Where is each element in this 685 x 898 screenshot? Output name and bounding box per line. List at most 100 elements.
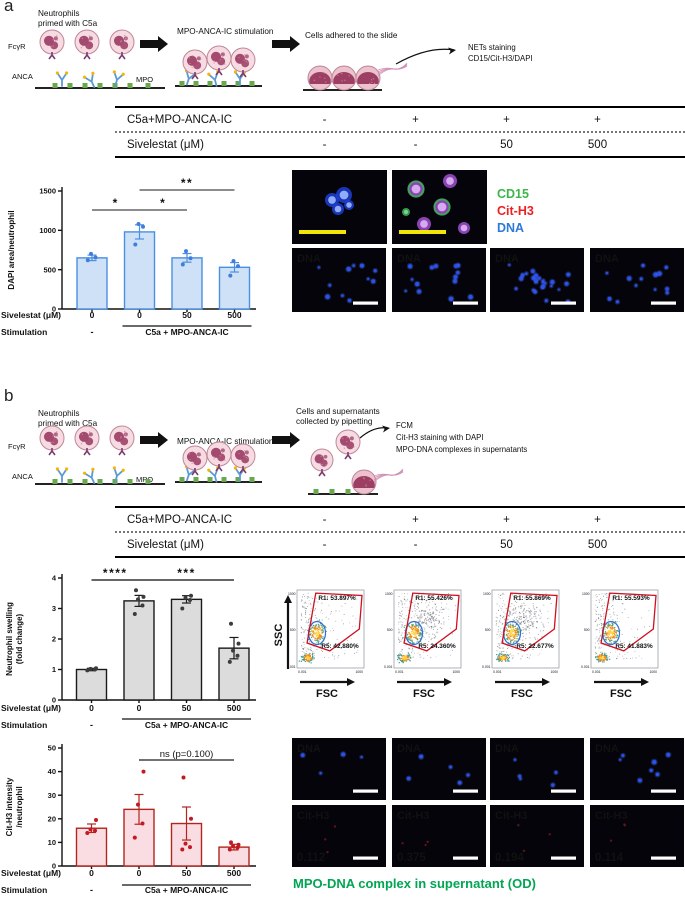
condition-value: - <box>413 538 418 551</box>
dna-dot <box>328 283 332 287</box>
data-point <box>94 666 98 671</box>
dna-dot <box>410 278 414 281</box>
dna-image-label: DNA <box>297 743 321 755</box>
x-tick-label: 500 <box>227 703 241 713</box>
condition-value: + <box>594 513 601 526</box>
cith3-dot <box>424 843 427 847</box>
anca-antibody <box>112 466 125 483</box>
fcm-y-tick: 0.001 <box>384 665 393 669</box>
fcyr-receptor <box>118 448 126 456</box>
x-tick-label: 0 <box>137 310 142 320</box>
data-point <box>140 821 145 826</box>
dna-dot <box>416 289 422 294</box>
dna-dot <box>621 753 625 758</box>
bar <box>218 266 251 310</box>
od-value: 0.194 <box>495 852 524 864</box>
dna-dot <box>607 296 612 301</box>
dna-dot <box>615 300 620 304</box>
x-tick-label: 0 <box>89 868 94 878</box>
condition-value: + <box>503 513 510 526</box>
dna-dot <box>456 270 460 275</box>
dna-image: DNA <box>392 738 486 800</box>
dna-dot <box>371 279 376 284</box>
fcyr-receptor <box>239 466 247 474</box>
error-bar <box>182 806 191 841</box>
fcyr-receptor <box>48 448 56 456</box>
dna-dot <box>325 294 330 300</box>
schematic-drawing <box>35 425 404 495</box>
data-point <box>93 828 97 833</box>
r5-gate-label: R5: 22.677% <box>516 643 554 650</box>
significance-label: * <box>160 196 166 210</box>
fcyr-receptor <box>83 52 91 60</box>
dna-dot <box>541 284 546 288</box>
step3-title: Cells adhered to the slide <box>305 31 398 40</box>
y-tick-label: 1500 <box>39 187 56 196</box>
dna-dot <box>513 758 517 761</box>
condition-value: + <box>412 513 419 526</box>
r1-gate-label: R1: 53.897% <box>318 595 356 602</box>
data-point <box>229 840 233 845</box>
y-tick-label: 0 <box>52 305 56 314</box>
y-tick-label: 0 <box>52 696 56 705</box>
fcm-scatter-dots <box>298 592 359 664</box>
step1-title: Neutrophils <box>38 9 79 18</box>
dna-dot <box>550 279 555 285</box>
legend-cith3: Cit-H3 <box>497 204 534 218</box>
cell-blob <box>402 208 410 216</box>
x-row2-label: Stimulation <box>1 327 47 337</box>
dna-dot <box>533 273 539 278</box>
data-point <box>236 264 240 269</box>
dna-dot <box>605 271 609 275</box>
scale-bar <box>299 230 346 234</box>
data-point <box>235 653 240 658</box>
data-point <box>93 255 98 260</box>
step3-title: Cells and supernatants <box>296 407 380 416</box>
dna-dot <box>634 284 638 287</box>
schematic-drawing <box>35 29 456 91</box>
net-fibers <box>377 62 408 77</box>
scale-bar <box>551 856 576 860</box>
data-point <box>136 222 141 227</box>
r1-gate <box>600 592 657 652</box>
step1-title: Neutrophils <box>38 409 79 418</box>
legend-cd15: CD15 <box>497 187 529 201</box>
dna-dot <box>666 752 671 757</box>
mpo-antigen <box>145 83 151 88</box>
mpo-antigen <box>221 477 227 482</box>
fcm-x-tick: 1000 <box>355 670 363 674</box>
dna-dot <box>341 752 346 757</box>
dna-dot <box>457 780 462 785</box>
x-row1-label: Sivelestat (μM) <box>1 868 61 878</box>
group1-label: - <box>91 327 94 337</box>
condition-value: + <box>412 113 419 126</box>
fcm-x-tick: 0.001 <box>592 670 601 674</box>
dna-dot <box>665 287 669 291</box>
fcm-y-tick: 500 <box>485 628 491 632</box>
cell-blob <box>325 193 339 207</box>
data-point <box>180 847 185 852</box>
dna-dot <box>415 281 420 287</box>
dna-image: DNA <box>590 248 684 312</box>
dna-image: DNA <box>590 738 684 800</box>
cith3-image-label: Cit-H3 <box>495 810 527 822</box>
data-point <box>183 595 188 600</box>
y-tick-label: 3 <box>52 604 56 613</box>
data-point <box>141 769 146 774</box>
mpo-antigen <box>249 81 255 86</box>
fcm-x-tick: 0.001 <box>395 670 404 674</box>
condition-value: 50 <box>500 538 513 551</box>
fcyr-receptor <box>118 52 126 60</box>
dna-image-label: DNA <box>397 253 421 265</box>
step-arrow-icon <box>140 36 168 52</box>
data-point <box>141 594 146 599</box>
legend-dna: DNA <box>497 221 525 235</box>
scale-bar <box>353 789 378 793</box>
mpo-antigen <box>249 477 255 482</box>
dna-dot <box>456 263 461 268</box>
error-bar <box>182 252 192 263</box>
mpo-antigen <box>179 477 185 482</box>
step1-title-2: primed with C5a <box>38 419 98 428</box>
cith3-dot <box>401 842 404 845</box>
